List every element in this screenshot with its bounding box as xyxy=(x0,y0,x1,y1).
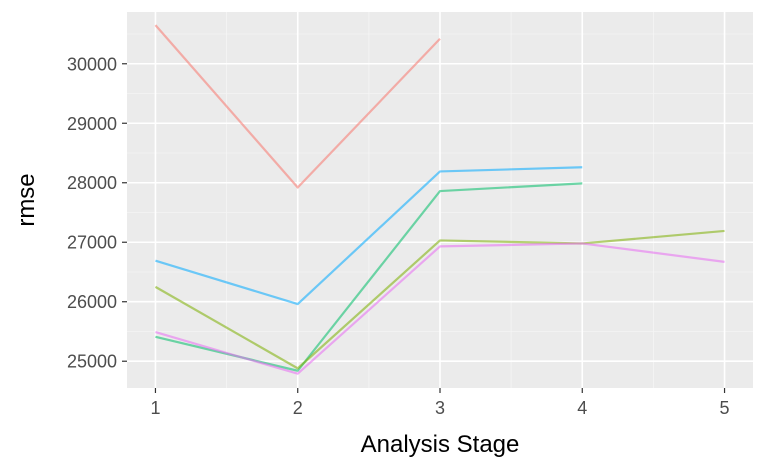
major-gridlines xyxy=(127,12,753,388)
x-axis: 1 2 3 4 5 xyxy=(150,388,730,418)
y-tick-label: 26000 xyxy=(67,292,117,312)
x-tick-label: 4 xyxy=(577,398,587,418)
x-tick-label: 3 xyxy=(435,398,445,418)
series-lines xyxy=(154,24,725,375)
series-line-1 xyxy=(154,24,441,189)
series-line-4 xyxy=(154,229,725,370)
x-axis-title: Analysis Stage xyxy=(361,431,520,458)
x-tick-label: 5 xyxy=(720,398,730,418)
y-tick-label: 25000 xyxy=(67,352,117,372)
y-axis-title: rmse xyxy=(13,173,40,226)
y-tick-label: 27000 xyxy=(67,233,117,253)
y-tick-label: 28000 xyxy=(67,173,117,193)
series-line-2 xyxy=(155,166,583,306)
x-tick-label: 2 xyxy=(293,398,303,418)
y-tick-label: 30000 xyxy=(67,54,117,74)
x-tick-label: 1 xyxy=(150,398,160,418)
y-tick-label: 29000 xyxy=(67,114,117,134)
series-line-5 xyxy=(155,242,725,375)
y-axis: 25000 26000 27000 28000 29000 30000 xyxy=(67,54,127,372)
